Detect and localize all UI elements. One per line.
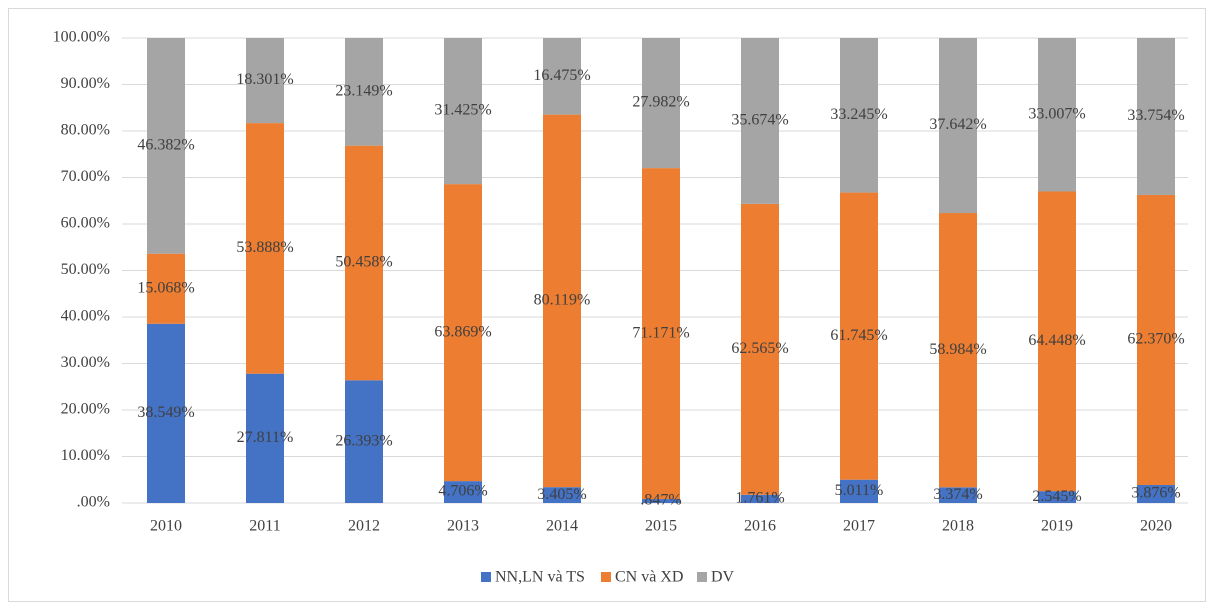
data-label: 53.888% xyxy=(236,239,293,256)
x-tick-label: 2015 xyxy=(645,518,677,535)
data-label: 3.876% xyxy=(1131,485,1180,502)
bar-segment xyxy=(741,494,779,503)
bar-segment xyxy=(345,145,383,381)
data-label: 80.119% xyxy=(534,292,591,309)
bar-segment xyxy=(1137,194,1175,485)
bar-segment xyxy=(642,38,680,169)
chart-border xyxy=(8,8,1206,602)
legend-label: CN và XD xyxy=(615,569,683,586)
bar-segment xyxy=(1038,191,1076,492)
bar-segment xyxy=(147,323,185,503)
data-label: 18.301% xyxy=(236,71,293,88)
data-label: 50.458% xyxy=(335,254,392,271)
bar-segment xyxy=(444,184,482,482)
data-label: 38.549% xyxy=(137,404,194,421)
y-tick-label: 100.00% xyxy=(53,29,110,46)
data-label: 33.754% xyxy=(1127,107,1184,124)
data-label: 35.674% xyxy=(731,112,788,129)
data-label: 27.982% xyxy=(632,94,689,111)
bar-segment xyxy=(246,123,284,374)
y-tick-label: .00% xyxy=(77,494,110,511)
data-label: 58.984% xyxy=(929,341,986,358)
x-tick-label: 2017 xyxy=(843,518,875,535)
bar-segment xyxy=(543,38,581,115)
y-tick-label: 80.00% xyxy=(61,122,110,139)
data-label: 62.370% xyxy=(1127,331,1184,348)
x-tick-label: 2014 xyxy=(546,518,578,535)
legend-label: DV xyxy=(711,569,735,586)
y-tick-label: 60.00% xyxy=(61,215,110,232)
legend-swatch xyxy=(697,572,707,582)
bar-segment xyxy=(741,203,779,495)
data-label: 71.171% xyxy=(632,324,689,341)
y-tick-label: 70.00% xyxy=(61,168,110,185)
x-tick-label: 2012 xyxy=(348,518,380,535)
data-label: 5.011% xyxy=(835,482,884,499)
bar-segment xyxy=(642,499,680,503)
legend-swatch xyxy=(481,572,491,582)
bar-segment xyxy=(444,481,482,503)
data-label: 26.393% xyxy=(335,432,392,449)
bar-segment xyxy=(246,373,284,503)
data-label: 4.706% xyxy=(438,483,487,500)
bar-segment xyxy=(939,487,977,503)
data-label: 23.149% xyxy=(335,82,392,99)
data-label: 33.007% xyxy=(1028,105,1085,122)
x-tick-label: 2018 xyxy=(942,518,974,535)
data-label: 27.811% xyxy=(237,429,294,446)
bar-segment xyxy=(1137,38,1175,195)
bar-segment xyxy=(345,380,383,503)
legend-swatch xyxy=(601,572,611,582)
bar-segment xyxy=(543,487,581,503)
data-label: 61.745% xyxy=(830,327,887,344)
data-label: 33.245% xyxy=(830,106,887,123)
bar-segment xyxy=(1137,484,1175,503)
y-tick-label: 20.00% xyxy=(61,401,110,418)
data-label: 16.475% xyxy=(533,67,590,84)
bar-segment xyxy=(840,479,878,503)
x-tick-label: 2010 xyxy=(150,518,182,535)
bar-segment xyxy=(444,38,482,185)
bar-segment xyxy=(246,38,284,124)
x-tick-label: 2013 xyxy=(447,518,479,535)
data-label: 1.761% xyxy=(735,490,784,507)
bar-segment xyxy=(939,213,977,488)
y-tick-label: 90.00% xyxy=(61,75,110,92)
bar-segment xyxy=(1038,491,1076,503)
data-label: 62.565% xyxy=(731,340,788,357)
y-tick-label: 10.00% xyxy=(61,447,110,464)
x-tick-label: 2019 xyxy=(1041,518,1073,535)
y-tick-label: 30.00% xyxy=(61,354,110,371)
bar-segment xyxy=(642,168,680,500)
data-label: 63.869% xyxy=(434,323,491,340)
y-tick-label: 50.00% xyxy=(61,261,110,278)
x-tick-label: 2016 xyxy=(744,518,776,535)
bar-segment xyxy=(543,114,581,488)
data-label: 31.425% xyxy=(434,102,491,119)
data-label: 46.382% xyxy=(137,137,194,154)
bar-segment xyxy=(147,38,185,254)
data-label: 64.448% xyxy=(1028,332,1085,349)
bar-segment xyxy=(939,38,977,214)
data-label: 2.545% xyxy=(1032,488,1081,505)
bar-segment xyxy=(147,253,185,324)
legend-label: NN,LN và TS xyxy=(495,569,585,586)
bar-segment xyxy=(741,38,779,204)
bar-segment xyxy=(840,192,878,480)
data-label: 3.405% xyxy=(537,486,586,503)
x-tick-label: 2020 xyxy=(1140,518,1172,535)
data-label: .847% xyxy=(640,492,681,509)
data-label: 15.068% xyxy=(137,279,194,296)
data-label: 3.374% xyxy=(933,486,982,503)
data-label: 37.642% xyxy=(929,116,986,133)
y-tick-label: 40.00% xyxy=(61,308,110,325)
bar-segment xyxy=(1038,38,1076,192)
bar-segment xyxy=(840,37,878,193)
bar-segment xyxy=(345,38,383,146)
x-tick-label: 2011 xyxy=(249,518,280,535)
